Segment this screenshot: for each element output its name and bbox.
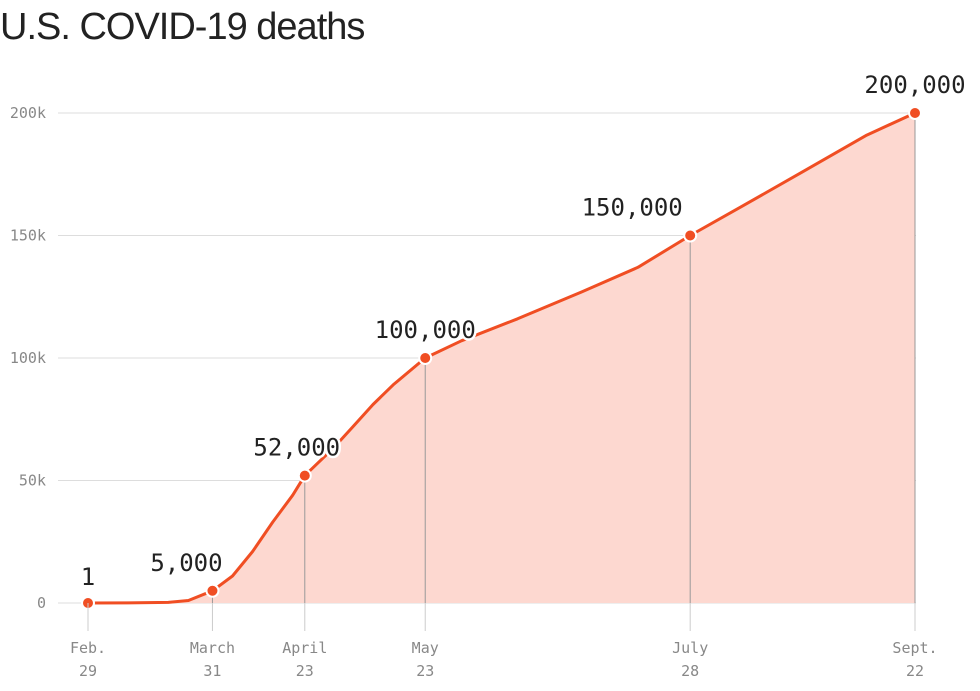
y-tick-label: 200k [10,104,46,122]
x-tick-label-line1: May [412,639,439,657]
annotation-label: 5,000 [150,549,222,577]
y-tick-label: 100k [10,349,46,367]
annotation-point [683,228,698,243]
x-tick-label-line2: 28 [681,662,699,680]
annotation-labels: 1 5,000 52,000 100,000 150,000 200,000 [78,69,968,594]
y-tick-label: 150k [10,227,46,245]
x-tick-label-line2: 23 [416,662,434,680]
x-tick-label-line1: March [190,639,235,657]
y-tick-label: 50k [19,472,46,490]
annotation-label: 1 [81,563,95,591]
x-axis-ticks: Feb. 29 March 31 April 23 May 23 July 28 Sept. 22 [70,603,938,680]
x-tick-label-line2: 31 [203,662,221,680]
chart-title: U.S. COVID-19 deaths [0,6,365,48]
annotation-label: 200,000 [864,71,965,99]
area-layer [88,113,915,603]
x-tick-label-line2: 22 [906,662,924,680]
x-tick-label-line1: Feb. [70,639,106,657]
annotation-label: 100,000 [375,316,476,344]
x-tick-label-line1: Sept. [892,639,937,657]
x-tick-label-line2: 23 [296,662,314,680]
x-tick-label-line1: April [282,639,327,657]
annotation-label: 150,000 [582,194,683,222]
deaths-area [88,113,915,603]
annotation-label: 52,000 [253,434,340,462]
y-tick-label: 0 [37,594,46,612]
annotation-leader-lines [211,113,916,603]
annotation-point [297,468,312,483]
x-tick-label-line2: 29 [79,662,97,680]
x-tick-label-line1: July [672,639,708,657]
y-axis-ticks: 0 50k 100k 150k 200k [10,104,46,612]
annotation-points [81,106,922,610]
annotation-point [205,583,220,598]
annotation-point [418,351,433,365]
annotation-point [908,106,922,120]
